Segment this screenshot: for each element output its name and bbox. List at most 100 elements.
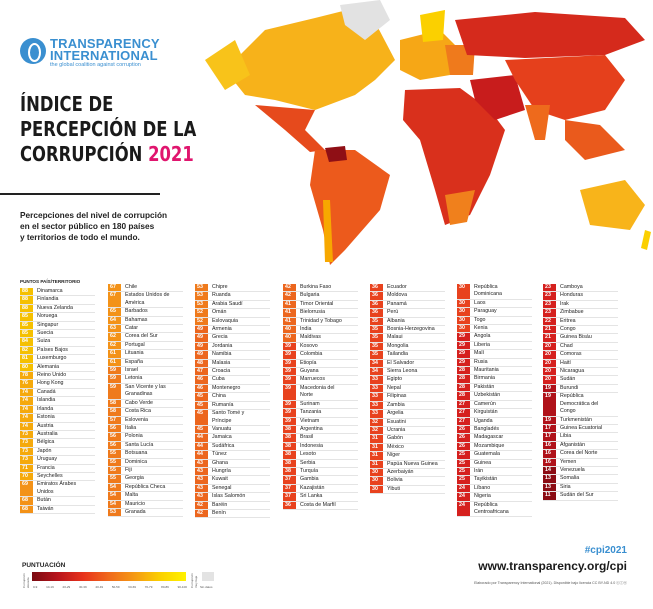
score-badge: 67 <box>108 284 121 292</box>
country-name: Guinea Ecuatorial <box>560 424 603 431</box>
table-row: 46 Montenegro <box>195 384 270 394</box>
website-link[interactable]: www.transparency.org/cpi <box>478 559 627 573</box>
map-southeast-asia <box>565 120 625 160</box>
score-badge: 62 <box>108 341 121 350</box>
table-row: 13 Somalia <box>543 475 618 484</box>
table-row: 53 Chipre <box>195 284 270 293</box>
table-row: 35 Malaui <box>370 334 445 343</box>
country-name: Bután <box>37 497 51 504</box>
country-name: Santo Tomé y Príncipe <box>212 410 245 424</box>
legend-high-label: Corrupción muy baja <box>190 573 198 588</box>
table-row: 44 Jamaica <box>195 434 270 443</box>
score-badge: 37 <box>283 476 296 484</box>
table-row: 23 Honduras <box>543 292 618 301</box>
table-row: 73 Australia <box>20 430 95 440</box>
score-badge: 36 <box>283 501 296 509</box>
title-line2: PERCEPCIÓN DE LA <box>20 117 197 141</box>
table-row: 32 Ucrania <box>370 426 445 436</box>
score-badge: 55 <box>108 458 121 466</box>
score-badge: 74 <box>20 405 33 414</box>
ranking-column: 67 Chile 67 Estados Unidos de América 65 Barb… <box>108 284 183 518</box>
score-badge: 56 <box>108 441 121 450</box>
country-name: Tayikistán <box>474 476 498 483</box>
score-badge: 36 <box>370 284 383 292</box>
logo-icon <box>20 38 46 64</box>
score-badge: 59 <box>108 367 121 375</box>
country-name: Mauritania <box>474 367 499 374</box>
country-name: Seychelles <box>37 472 63 479</box>
country-name: Maldivas <box>300 334 321 341</box>
score-badge: 74 <box>20 397 33 405</box>
table-row: 43 Kuwait <box>195 476 270 485</box>
logo-tagline: the global coalition against corruption <box>50 62 141 68</box>
score-badge: 58 <box>108 399 121 408</box>
map-south-america <box>310 150 390 265</box>
score-badge: 49 <box>195 351 208 359</box>
score-badge: 84 <box>20 338 33 346</box>
score-badge: 39 <box>283 376 296 384</box>
country-name: Letonia <box>125 375 143 382</box>
country-name: Albania <box>387 317 405 324</box>
country-name: Túnez <box>212 451 227 458</box>
table-row: 19 República Democrática del Congo <box>543 393 618 417</box>
country-name: Bielorrusia <box>300 309 326 316</box>
country-name: Eslovenia <box>125 416 148 423</box>
table-row: 19 Turkmenistán <box>543 416 618 425</box>
table-row: 38 Turquía <box>283 467 358 477</box>
country-name: Siria <box>560 483 571 490</box>
score-badge: 44 <box>195 442 208 451</box>
country-name: Ruanda <box>212 292 231 299</box>
score-badge: 13 <box>543 483 556 492</box>
country-name: Kirguistán <box>474 409 498 416</box>
country-name: Costa Rica <box>125 408 151 415</box>
country-name: Filipinas <box>387 393 407 400</box>
subtitle-line1: Percepciones del nivel de corrupción <box>20 210 168 220</box>
score-badge: 21 <box>543 334 556 342</box>
table-row: 30 Azerbaiyán <box>370 468 445 478</box>
country-name: Zambia <box>387 401 405 408</box>
score-badge: 54 <box>108 500 121 508</box>
table-row: 59 Letonia <box>108 375 183 384</box>
country-name: Cabo Verde <box>125 399 153 406</box>
score-badge: 65 <box>108 308 121 316</box>
table-row: 26 Bangladés <box>457 425 532 435</box>
map-southern-africa <box>445 190 475 225</box>
legend-no-data-label: Sin datos <box>200 585 213 589</box>
score-badge: 76 <box>20 380 33 388</box>
table-row: 88 Nueva Zelanda <box>20 304 95 314</box>
country-name: Bolivia <box>387 477 403 484</box>
score-badge: 62 <box>108 333 121 341</box>
table-row: 28 Birmania <box>457 375 532 384</box>
table-row: 56 Santa Lucía <box>108 441 183 451</box>
page-title: ÍNDICE DE PERCEPCIÓN DE LA CORRUPCIÓN 20… <box>20 92 196 167</box>
table-row: 74 Estonia <box>20 414 95 423</box>
country-name: Tanzania <box>300 409 322 416</box>
score-badge: 80 <box>20 363 33 372</box>
score-badge: 39 <box>283 417 296 425</box>
score-badge: 43 <box>195 476 208 484</box>
table-row: 48 Malasia <box>195 359 270 369</box>
table-row: 38 Serbia <box>283 459 358 468</box>
score-badge: 74 <box>20 414 33 422</box>
country-name: Catar <box>125 325 138 332</box>
country-name: Chad <box>560 342 573 349</box>
country-name: Mozambique <box>474 442 505 449</box>
score-badge: 40 <box>283 334 296 342</box>
score-badge: 42 <box>283 292 296 300</box>
score-badge: 38 <box>283 451 296 459</box>
table-row: 71 Francia <box>20 464 95 473</box>
country-name: Nicaragua <box>560 368 585 375</box>
table-row: 88 Finlandia <box>20 296 95 305</box>
map-russia <box>455 12 645 58</box>
table-row: 20 Comoras <box>543 351 618 360</box>
country-name: Benín <box>212 509 226 516</box>
score-badge: 53 <box>195 292 208 300</box>
score-badge: 35 <box>370 317 383 326</box>
country-name: Pakistán <box>474 383 495 390</box>
score-badge: 25 <box>457 467 470 476</box>
table-row: 63 Catar <box>108 325 183 334</box>
logo-line2: INTERNATIONAL <box>50 47 158 63</box>
score-badge: 16 <box>543 458 556 466</box>
table-row: 53 Granada <box>108 508 183 518</box>
country-name: Rumanía <box>212 401 234 408</box>
